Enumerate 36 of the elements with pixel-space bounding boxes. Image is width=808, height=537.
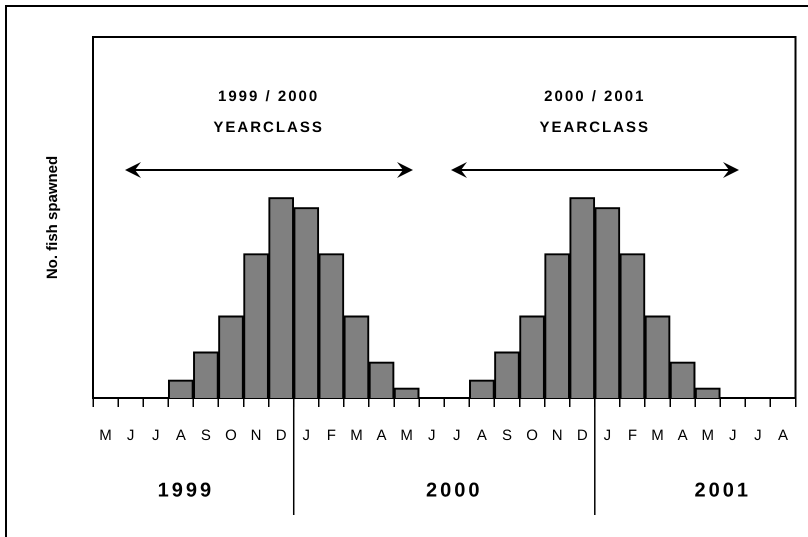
x-tick-label: S (502, 427, 512, 444)
x-tick-label: N (250, 427, 262, 444)
text: 2001 (694, 480, 751, 502)
text: 2000 (426, 480, 483, 502)
text: 1999 (158, 480, 214, 502)
x-tick-label: J (453, 427, 461, 444)
x-tick-label: J (729, 427, 737, 444)
x-tick-label: M (651, 427, 664, 444)
text: 2000 / 2001 (544, 88, 646, 106)
x-tick-label: F (326, 427, 336, 444)
x-tick-label: J (152, 427, 160, 444)
text: 1999 / 2000 (218, 88, 320, 106)
x-tick-label: M (701, 427, 714, 444)
x-tick-label: D (576, 427, 588, 444)
text: YEARCLASS (213, 119, 324, 136)
x-tick-label: O (225, 427, 237, 444)
x-tick-label: J (126, 427, 134, 444)
x-tick-label: J (428, 427, 436, 444)
x-tick-label: J (302, 427, 310, 444)
x-tick-label: O (526, 427, 538, 444)
x-tick-label: S (200, 427, 211, 444)
x-tick-label: J (604, 427, 612, 444)
x-tick-label: F (628, 427, 638, 444)
x-tick-label: A (176, 427, 186, 444)
x-tick-label: A (678, 427, 688, 444)
text: YEARCLASS (540, 119, 650, 136)
x-tick-label: M (350, 427, 363, 444)
x-tick-label: D (276, 427, 287, 444)
y-axis-title: No. fish spawned (44, 156, 62, 280)
x-tick-label: A (778, 427, 788, 444)
x-tick-label: M (99, 427, 112, 444)
x-tick-label: M (400, 427, 413, 444)
x-tick-label: J (754, 427, 762, 444)
x-tick-label: N (552, 427, 563, 444)
x-tick-label: A (376, 427, 387, 444)
x-tick-label: A (476, 427, 487, 444)
